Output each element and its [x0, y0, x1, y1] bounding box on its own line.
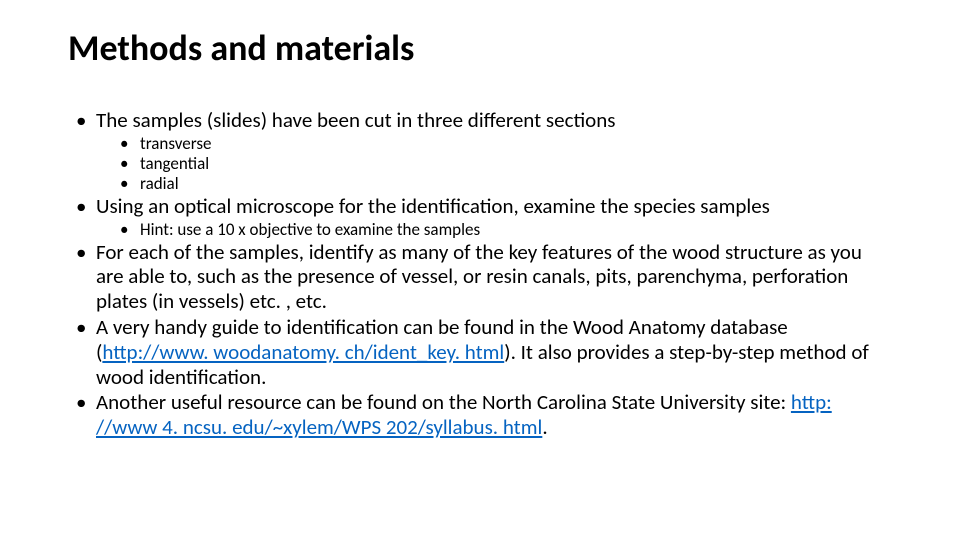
subbullet-hint-text: Hint: use a 10 x objective to examine th… — [140, 219, 480, 240]
slide: Methods and materials The samples (slide… — [0, 0, 960, 540]
bullet-resource-post: . — [542, 414, 547, 440]
subbullet-transverse-text: transverse — [140, 133, 211, 154]
bullet-sections: The samples (slides) have been cut in th… — [68, 108, 892, 133]
bullet-features-text: For each of the samples, identify as man… — [96, 239, 862, 315]
bullet-resource-pre: Another useful resource can be found on … — [96, 389, 791, 415]
link-woodanatomy[interactable]: http://www. woodanatomy. ch/ident_key. h… — [102, 339, 504, 365]
bullet-resource: Another useful resource can be found on … — [68, 390, 892, 440]
bullet-sections-text: The samples (slides) have been cut in th… — [96, 107, 616, 133]
bullet-guide: A very handy guide to identification can… — [68, 315, 892, 389]
subbullet-radial-text: radial — [140, 173, 179, 194]
bullet-list: The samples (slides) have been cut in th… — [68, 108, 892, 440]
bullet-features: For each of the samples, identify as man… — [68, 240, 892, 314]
bullet-microscope-text: Using an optical microscope for the iden… — [96, 193, 770, 219]
subbullet-radial: radial — [68, 174, 892, 194]
slide-title: Methods and materials — [68, 26, 892, 70]
subbullet-hint: Hint: use a 10 x objective to examine th… — [68, 220, 892, 240]
subbullet-transverse: transverse — [68, 134, 892, 154]
subbullet-tangential-text: tangential — [140, 153, 209, 174]
bullet-microscope: Using an optical microscope for the iden… — [68, 194, 892, 219]
subbullet-tangential: tangential — [68, 154, 892, 174]
